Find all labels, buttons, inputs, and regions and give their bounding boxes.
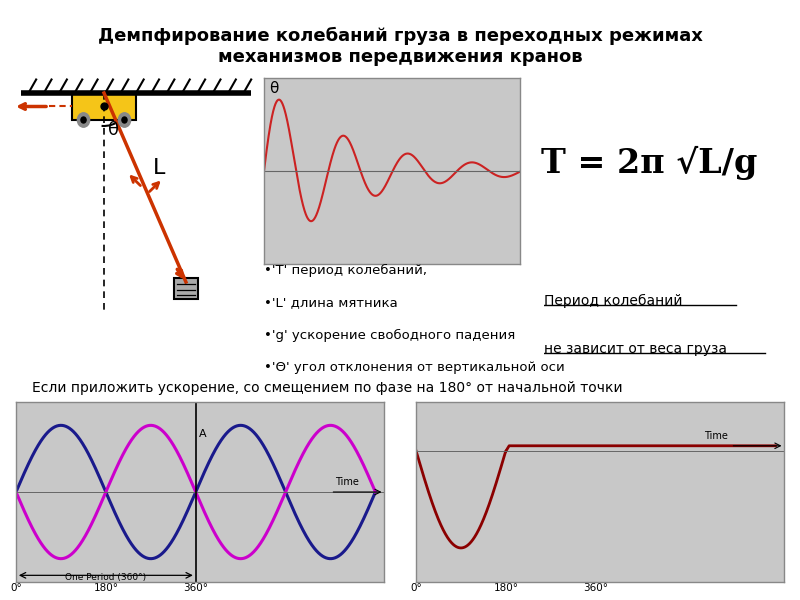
Text: •'Θ' угол отклонения от вертикальной оси: •'Θ' угол отклонения от вертикальной оси — [264, 361, 565, 374]
Text: •'L' длина мятника: •'L' длина мятника — [264, 296, 398, 310]
Text: Если приложить ускорение, со смещением по фазе на 180° от начальной точки: Если приложить ускорение, со смещением п… — [32, 381, 622, 395]
Text: L: L — [153, 158, 165, 178]
Circle shape — [78, 113, 90, 127]
Text: A: A — [198, 430, 206, 439]
Text: Time: Time — [703, 431, 727, 441]
Circle shape — [118, 113, 130, 127]
Text: One Period (360°): One Period (360°) — [66, 573, 146, 582]
FancyBboxPatch shape — [72, 93, 136, 120]
Text: •'g' ускорение свободного падения: •'g' ускорение свободного падения — [264, 329, 515, 342]
Circle shape — [122, 117, 127, 123]
Text: не зависит от веса груза: не зависит от веса груза — [544, 342, 727, 356]
Text: Time: Time — [335, 478, 359, 487]
Text: Демпфирование колебаний груза в переходных режимах
механизмов передвижения крано: Демпфирование колебаний груза в переходн… — [98, 27, 702, 66]
Text: Период колебаний: Период колебаний — [544, 294, 682, 308]
Circle shape — [81, 117, 86, 123]
FancyBboxPatch shape — [174, 277, 198, 299]
Text: θ: θ — [269, 81, 278, 96]
Text: θ: θ — [108, 121, 119, 139]
Text: T = 2π √L/g: T = 2π √L/g — [542, 146, 758, 179]
Text: •'T' период колебаний,: •'T' период колебаний, — [264, 264, 427, 277]
